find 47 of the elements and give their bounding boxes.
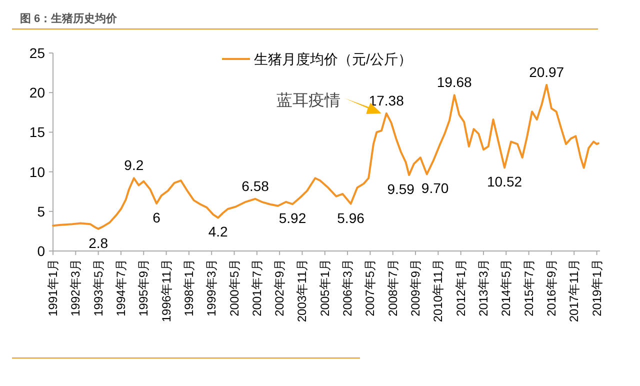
annotation: 2.8 — [88, 234, 108, 251]
y-tick-label: 25 — [29, 45, 46, 61]
annotation: 6.58 — [242, 178, 270, 194]
x-tick-label: 2003年11月 — [295, 259, 310, 322]
annotation: 9.70 — [421, 180, 449, 196]
x-tick-label: 2009年9月 — [408, 259, 423, 316]
x-tick-label: 1991年1月 — [46, 259, 60, 316]
annotation: 10.52 — [486, 174, 522, 190]
annotation: 4.2 — [208, 224, 228, 240]
annotation: 6 — [152, 209, 161, 226]
annotation: 17.38 — [368, 92, 404, 108]
x-tick-label: 2019年1月 — [590, 259, 604, 316]
x-tick-label: 2007年5月 — [363, 259, 378, 316]
annotation: 5.92 — [278, 210, 306, 226]
x-tick-label: 2005年1月 — [318, 259, 332, 316]
x-tick-label: 2002年9月 — [272, 259, 287, 316]
x-tick-label: 1995年9月 — [136, 259, 151, 316]
x-tick-label: 2014年5月 — [499, 259, 514, 316]
annotation: 9.2 — [124, 157, 144, 174]
annotation: 19.68 — [436, 74, 472, 90]
x-tick-label: 2017年11月 — [567, 259, 582, 322]
x-tick-label: 2001年7月 — [250, 259, 264, 316]
x-tick-label: 2013年3月 — [476, 259, 490, 316]
x-tick-label: 1999年3月 — [204, 259, 219, 316]
x-tick-label: 1998年1月 — [182, 259, 196, 316]
x-tick-label: 1996年11月 — [159, 259, 174, 322]
x-tick-label: 1993年5月 — [91, 259, 106, 316]
y-tick-label: 20 — [29, 84, 46, 101]
legend-label: 生猪月度均价（元/公斤） — [254, 51, 412, 67]
annotation: 蓝耳疫情 — [276, 91, 340, 110]
x-tick-label: 2000年5月 — [227, 259, 242, 316]
x-tick-label: 2012年1月 — [454, 259, 468, 316]
x-tick-label: 2015年7月 — [522, 259, 536, 316]
annotation: 5.96 — [337, 210, 365, 226]
y-tick-label: 10 — [29, 164, 46, 180]
x-tick-label: 2010年11月 — [431, 259, 446, 322]
annotation: 9.59 — [387, 181, 415, 198]
y-tick-label: 5 — [37, 203, 46, 220]
x-tick-label: 1994年7月 — [114, 259, 128, 316]
x-tick-label: 2006年3月 — [340, 259, 355, 316]
annotation: 20.97 — [529, 64, 564, 80]
x-tick-label: 2016年9月 — [544, 259, 558, 316]
y-tick-label: 15 — [29, 124, 46, 140]
x-tick-label: 1992年3月 — [68, 259, 83, 316]
y-tick-label: 0 — [37, 243, 46, 259]
chart-title: 图 6：生猪历史均价 — [20, 12, 118, 25]
x-tick-label: 2008年7月 — [386, 259, 400, 316]
